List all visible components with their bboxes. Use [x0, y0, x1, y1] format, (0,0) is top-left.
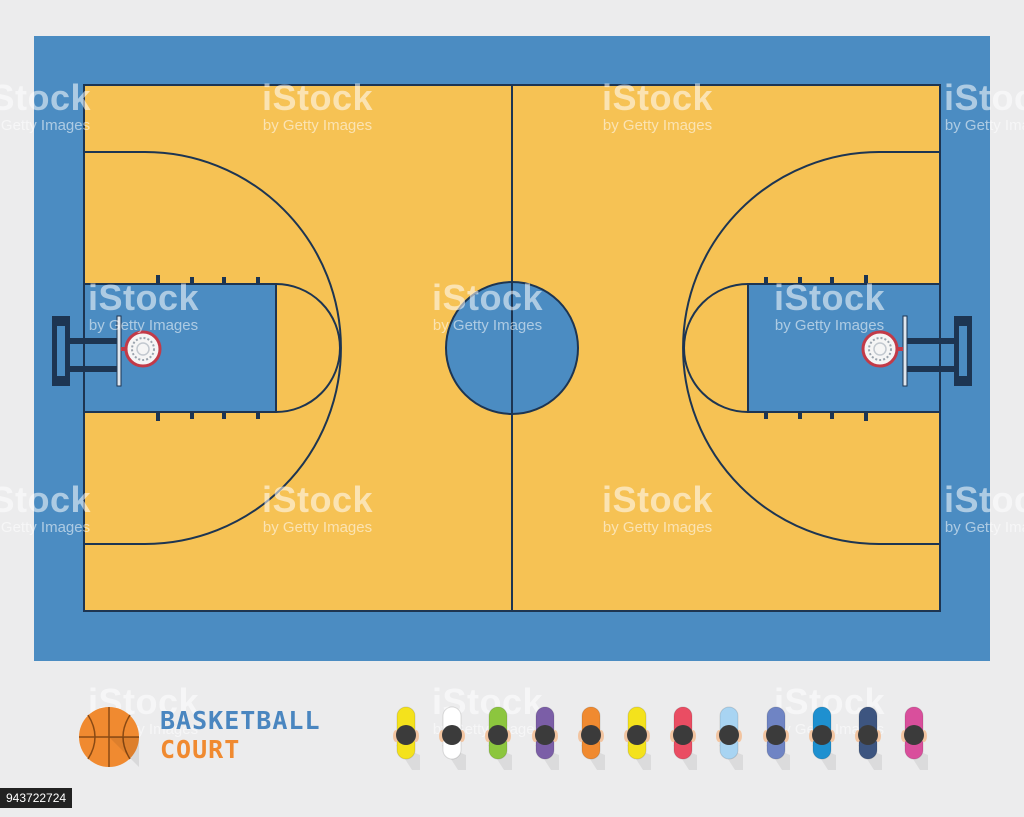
- stock-id: 943722724: [0, 788, 73, 808]
- player-icon: [716, 706, 744, 770]
- basketball-icon: [79, 707, 139, 767]
- left-hoop: [121, 330, 162, 368]
- player-icon: [439, 706, 467, 770]
- watermark-main: iStock: [88, 277, 200, 318]
- player-icon: [393, 706, 420, 770]
- watermark-sub: by Getty Images: [88, 317, 199, 334]
- watermark-sub: by Getty Images: [944, 117, 1024, 134]
- watermark-sub: by Getty Images: [602, 117, 713, 134]
- right-backboard-support: [904, 316, 972, 386]
- right-free-throw-arc: [683, 283, 749, 413]
- player-icon: [762, 706, 790, 770]
- player-icon: [808, 706, 836, 770]
- left-free-throw-arc: [275, 283, 341, 413]
- right-half: [682, 151, 972, 545]
- watermark-main: iStock: [0, 77, 92, 118]
- watermark-main: iStock: [0, 479, 92, 520]
- right-hoop: [861, 330, 903, 368]
- player-icon: [855, 706, 882, 770]
- watermark-main: iStock: [774, 277, 886, 318]
- watermark-main: iStock: [262, 479, 374, 520]
- watermark-main: iStock: [262, 77, 374, 118]
- watermark-main: iStock: [602, 77, 714, 118]
- watermark-main: iStock: [944, 479, 1024, 520]
- watermark-sub: by Getty Images: [262, 117, 373, 134]
- player-icon: [901, 706, 929, 770]
- watermark-sub: by Getty Images: [602, 519, 713, 536]
- left-half: [52, 151, 342, 545]
- logo-line-2: COURT: [160, 735, 241, 764]
- left-paint: [83, 283, 277, 413]
- watermark-sub: by Getty Images: [774, 317, 885, 334]
- watermark-main: iStock: [432, 277, 544, 318]
- right-paint: [747, 283, 941, 413]
- left-backboard-support: [52, 316, 120, 386]
- player-icon: [670, 706, 698, 770]
- watermark-sub: by Getty Images: [0, 117, 91, 134]
- player-icon: [531, 706, 559, 770]
- watermark-sub: by Getty Images: [944, 519, 1024, 536]
- player-icon: [577, 706, 605, 770]
- player-icon: [624, 706, 651, 770]
- right-backboard: [902, 315, 908, 387]
- watermark-sub: by Getty Images: [262, 519, 373, 536]
- watermark-main: iStock: [602, 479, 714, 520]
- watermark-main: iStock: [944, 77, 1024, 118]
- watermark-sub: by Getty Images: [432, 317, 543, 334]
- player-icon: [485, 706, 513, 770]
- logo-line-1: BASKETBALL: [160, 706, 321, 735]
- watermark-sub: by Getty Images: [0, 519, 91, 536]
- logo-title: BASKETBALL COURT: [160, 706, 321, 764]
